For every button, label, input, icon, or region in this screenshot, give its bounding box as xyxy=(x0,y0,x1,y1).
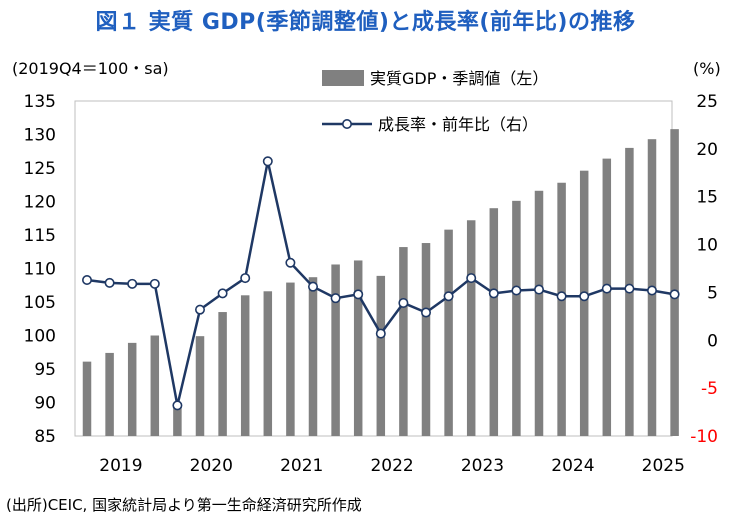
legend-line-marker xyxy=(341,119,352,130)
line-series xyxy=(82,156,680,411)
gdp-bar xyxy=(489,208,499,436)
gdp-bar xyxy=(353,260,363,436)
year-label: 2025 xyxy=(642,456,685,476)
right-tick-label: -5 xyxy=(701,379,718,399)
year-label: 2024 xyxy=(551,456,594,476)
growth-point xyxy=(195,304,206,315)
growth-point xyxy=(601,283,612,294)
gdp-bar xyxy=(399,247,408,436)
gdp-bar xyxy=(557,182,566,436)
legend-bar-label: 実質GDP・季調値（左） xyxy=(370,69,548,88)
growth-point xyxy=(262,156,273,167)
left-tick-label: 85 xyxy=(34,427,56,447)
growth-point xyxy=(149,278,160,289)
left-tick-label: 95 xyxy=(34,360,56,380)
legend-line-label: 成長率・前年比（右） xyxy=(378,115,538,134)
growth-point xyxy=(217,288,228,299)
right-tick-label: 20 xyxy=(696,140,718,160)
growth-point xyxy=(240,273,251,284)
right-tick-label: 10 xyxy=(696,236,718,256)
gdp-bar xyxy=(308,277,318,436)
gdp-bar xyxy=(670,129,679,436)
gdp-bar xyxy=(105,352,114,436)
growth-point xyxy=(172,400,183,411)
year-label: 2019 xyxy=(99,456,142,476)
left-tick-label: 115 xyxy=(24,226,56,246)
left-tick-label: 120 xyxy=(24,193,56,213)
growth-point xyxy=(104,277,115,288)
gdp-bar xyxy=(286,282,295,436)
growth-point xyxy=(330,293,341,304)
year-label: 2022 xyxy=(370,456,413,476)
growth-point xyxy=(285,257,296,268)
left-tick-label: 90 xyxy=(34,394,56,414)
year-label: 2021 xyxy=(280,456,323,476)
gdp-bar xyxy=(82,361,92,436)
gdp-bar xyxy=(218,312,227,436)
left-tick-label: 110 xyxy=(24,260,56,280)
chart-title: 図１ 実質 GDP(季節調整値)と成長率(前年比)の推移 xyxy=(95,10,636,35)
gdp-bar xyxy=(376,275,386,436)
gdp-bar xyxy=(127,342,137,436)
right-tick-label: 0 xyxy=(707,331,718,351)
growth-point xyxy=(646,285,657,296)
bar-series xyxy=(82,129,679,436)
legend: 実質GDP・季調値（左） 成長率・前年比（右） xyxy=(322,69,548,134)
growth-point xyxy=(533,284,544,295)
gdp-bar xyxy=(240,295,250,436)
gdp-bar xyxy=(263,291,273,436)
source-note: (出所)CEIC, 国家統計局より第一生命経済研究所作成 xyxy=(6,496,362,514)
legend-bar-swatch xyxy=(322,70,364,86)
growth-point xyxy=(466,273,477,284)
growth-point xyxy=(669,289,680,300)
left-tick-label: 125 xyxy=(24,159,56,179)
growth-point xyxy=(443,291,454,302)
growth-point xyxy=(420,307,431,318)
axes: (2019Q4＝100・sa) (%)8590951001051101151201… xyxy=(12,59,721,476)
right-tick-label: 25 xyxy=(696,92,718,112)
left-tick-label: 135 xyxy=(24,92,56,112)
right-tick-label: 5 xyxy=(707,283,718,303)
right-unit-label: (%) xyxy=(693,59,721,78)
growth-point xyxy=(556,291,567,302)
gdp-bar xyxy=(602,158,612,436)
growth-point xyxy=(82,274,93,285)
gdp-bar xyxy=(173,403,182,436)
gdp-bar xyxy=(195,336,205,436)
left-tick-label: 105 xyxy=(24,293,56,313)
growth-point xyxy=(398,297,409,308)
growth-point xyxy=(624,283,635,294)
left-tick-label: 100 xyxy=(24,327,56,347)
gdp-bar xyxy=(466,220,476,436)
gdp-bar xyxy=(331,264,340,436)
left-tick-label: 130 xyxy=(24,126,56,146)
gdp-bar xyxy=(150,335,160,436)
growth-point xyxy=(375,328,386,339)
gdp-bar xyxy=(421,243,431,436)
left-unit-label: (2019Q4＝100・sa) xyxy=(12,59,169,78)
right-tick-label: 15 xyxy=(696,188,718,208)
year-label: 2023 xyxy=(461,456,504,476)
growth-point xyxy=(127,278,138,289)
growth-point xyxy=(511,285,522,296)
gdp-bar xyxy=(579,170,589,436)
right-tick-label: -10 xyxy=(690,427,718,447)
year-label: 2020 xyxy=(190,456,233,476)
growth-point xyxy=(353,289,364,300)
growth-point xyxy=(579,291,590,302)
gdp-bar xyxy=(534,190,544,436)
gdp-bar xyxy=(444,229,453,436)
gdp-bar xyxy=(512,200,521,436)
growth-point xyxy=(488,288,499,299)
growth-point xyxy=(307,281,318,292)
